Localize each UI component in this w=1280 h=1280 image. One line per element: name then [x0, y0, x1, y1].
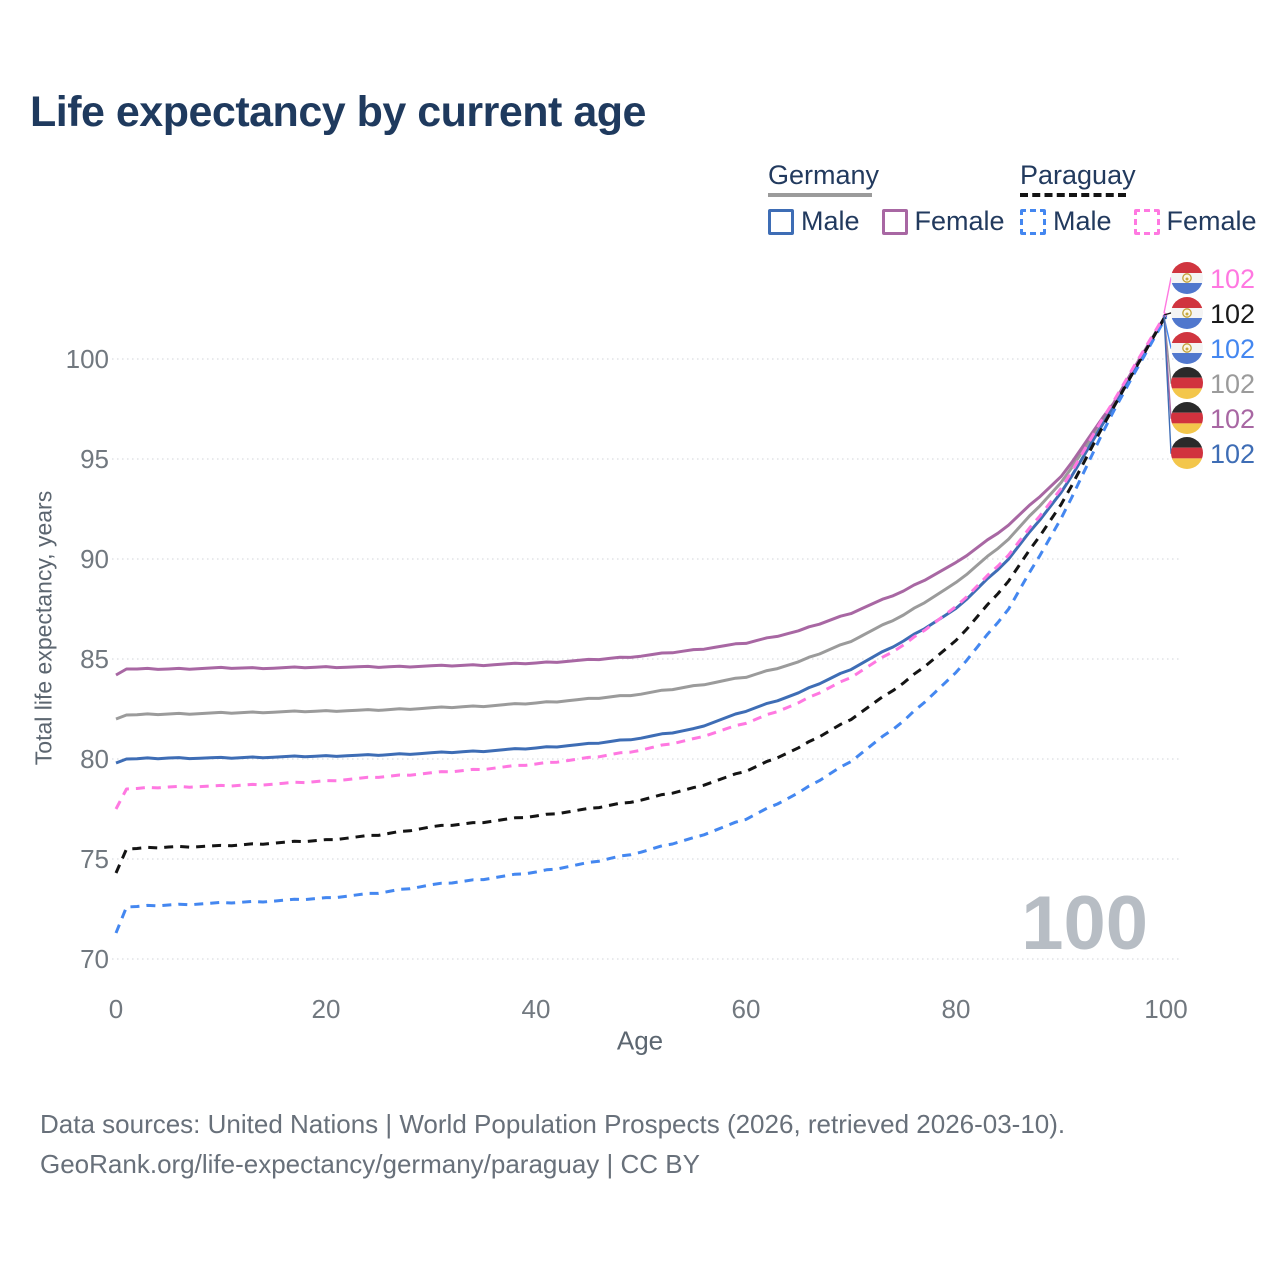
germany-female-swatch-icon[interactable]: [881, 208, 908, 235]
footer-attribution: GeoRank.org/life-expectancy/germany/para…: [40, 1149, 700, 1179]
legend-item-label: Female: [914, 206, 1005, 236]
flag-stripe: [1171, 283, 1203, 294]
x-tick-label: 80: [942, 994, 971, 1024]
legend-item-label: Female: [1166, 206, 1257, 236]
y-axis-title: Total life expectancy, years: [30, 490, 57, 766]
y-tick-label: 75: [80, 844, 109, 874]
series-line-paraguay-male[interactable]: [114, 316, 1168, 934]
y-tick-label: 80: [80, 744, 109, 774]
flag-stripe: [1171, 367, 1203, 378]
flag-stripe: [1171, 262, 1203, 273]
x-tick-label: 20: [312, 994, 341, 1024]
legend-group-paraguay: Paraguay Male Female: [1020, 160, 1279, 237]
flag-stripe: [1171, 458, 1203, 469]
y-tick-label: 85: [80, 644, 109, 674]
legend-items-paraguay: Male Female: [1020, 206, 1279, 237]
series-line-germany-both-sexes[interactable]: [115, 314, 1168, 721]
legend-underline-germany: [768, 193, 872, 197]
end-value-label: 102: [1210, 299, 1255, 329]
flag-stripe: [1171, 353, 1203, 364]
x-tick-label: 100: [1144, 994, 1187, 1024]
legend-country-paraguay[interactable]: Paraguay: [1020, 160, 1136, 190]
end-value-label: 102: [1210, 439, 1255, 469]
y-tick-label: 90: [80, 544, 109, 574]
flag-emblem-dot: [1185, 347, 1189, 351]
legend-items-germany: Male Female: [768, 206, 1027, 237]
flag-stripe: [1171, 447, 1203, 459]
paraguay-male-swatch-icon[interactable]: [1020, 208, 1046, 235]
legend-item-germany-male[interactable]: Male: [768, 206, 860, 237]
x-tick-label: 40: [522, 994, 551, 1024]
germany-flag-icon: [1171, 402, 1203, 434]
paraguay-flag-icon: [1171, 297, 1203, 329]
flag-emblem-dot: [1185, 277, 1189, 281]
flag-stripe: [1171, 402, 1203, 413]
flag-stripe: [1171, 297, 1203, 308]
legend-item-paraguay-female[interactable]: Female: [1133, 206, 1257, 237]
series-line-germany-male[interactable]: [115, 314, 1168, 765]
paraguay-female-swatch-icon[interactable]: [1133, 208, 1160, 235]
end-value-label: 102: [1210, 334, 1255, 364]
x-tick-label: 60: [732, 994, 761, 1024]
legend-item-label: Male: [801, 206, 860, 236]
x-axis-title: Age: [616, 1025, 664, 1056]
end-value-label: 102: [1210, 404, 1255, 434]
flag-stripe: [1171, 318, 1203, 329]
y-tick-label: 100: [66, 344, 109, 374]
series-line-germany-female[interactable]: [115, 314, 1168, 677]
end-value-label: 102: [1210, 264, 1255, 294]
paraguay-flag-icon: [1171, 262, 1203, 294]
legend-country-germany[interactable]: Germany: [768, 160, 880, 190]
germany-flag-icon: [1171, 367, 1203, 399]
paraguay-flag-icon: [1171, 332, 1203, 364]
y-tick-label: 70: [80, 944, 109, 974]
flag-stripe: [1171, 423, 1203, 434]
footer-sources: Data sources: United Nations | World Pop…: [40, 1109, 1066, 1139]
flag-stripe: [1171, 412, 1203, 424]
flag-stripe: [1171, 332, 1203, 343]
germany-male-swatch-icon[interactable]: [768, 208, 794, 235]
legend-item-label: Male: [1053, 206, 1112, 236]
footer: Data sources: United Nations | World Pop…: [40, 1104, 1065, 1184]
page-title: Life expectancy by current age: [30, 88, 646, 136]
flag-stripe: [1171, 377, 1203, 389]
legend-underline-paraguay: [1020, 193, 1126, 197]
age-watermark: 100: [1021, 881, 1148, 966]
x-tick-label: 0: [109, 994, 123, 1024]
legend-item-paraguay-male[interactable]: Male: [1020, 206, 1112, 237]
flag-emblem-dot: [1185, 312, 1189, 316]
flag-stripe: [1171, 388, 1203, 399]
series-line-paraguay-both-sexes[interactable]: [114, 314, 1168, 874]
legend-group-germany: Germany Male Female: [768, 160, 1027, 237]
legend-item-germany-female[interactable]: Female: [881, 206, 1005, 237]
flag-stripe: [1171, 437, 1203, 448]
end-value-label: 102: [1210, 369, 1255, 399]
germany-flag-icon: [1171, 437, 1203, 469]
y-tick-label: 95: [80, 444, 109, 474]
